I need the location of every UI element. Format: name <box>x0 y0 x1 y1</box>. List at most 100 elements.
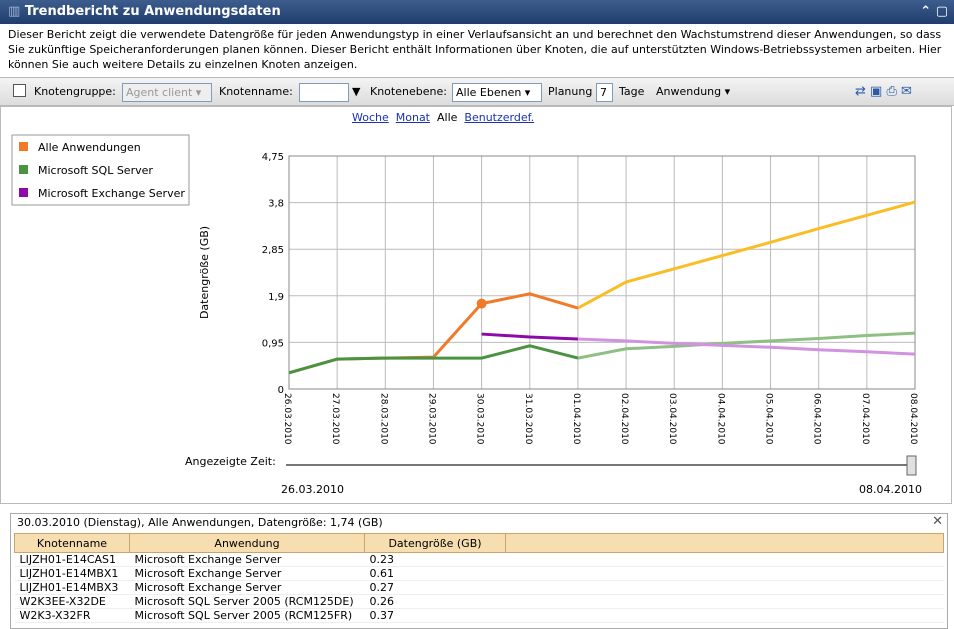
level-select[interactable]: Alle Ebenen ▾ <box>452 83 542 102</box>
slider-handle[interactable] <box>906 455 917 476</box>
table-row[interactable]: W2K3-X32FR Microsoft SQL Server 2005 (RCM… <box>14 608 944 623</box>
title-bar: ▥ Trendbericht zu Anwendungsdaten ⌃ ▢ <box>0 0 954 24</box>
chart: Angezeigte Zeit: 26.03.2010 08.04.2010 0… <box>11 134 922 496</box>
column-header[interactable]: Anwendung <box>129 533 365 553</box>
y-axis-title: Datengröße (GB) <box>198 226 211 319</box>
table-cell: 0.61 <box>364 566 506 581</box>
x-tick-label: 05.04.2010 <box>764 393 774 445</box>
legend-swatch <box>19 188 28 197</box>
legend-swatch <box>19 165 28 174</box>
days-label: Tage <box>619 85 645 98</box>
y-tick-label: 0,95 <box>262 338 284 349</box>
table-cell: LIJZH01-E14CAS1 <box>14 552 130 567</box>
table-cell: W2K3-X32FR <box>14 608 130 623</box>
y-tick-label: 0 <box>278 385 284 396</box>
table-cell: 0.27 <box>364 580 506 595</box>
x-tick-label: 02.04.2010 <box>619 393 629 445</box>
table-cell: LIJZH01-E14MBX3 <box>14 580 130 595</box>
toolbar: Knotengruppe: Agent client ▾ Knotenname:… <box>0 77 954 106</box>
series-line <box>288 344 579 375</box>
planning-label: Planung <box>548 85 593 98</box>
table-cell: 0.23 <box>364 552 506 567</box>
filler-cell <box>505 608 944 623</box>
application-menu[interactable]: Anwendung ▾ <box>656 85 731 98</box>
range-link[interactable]: Monat <box>395 111 430 124</box>
chart-panel: Woche Monat Alle Benutzerdef. Angezeigte… <box>0 106 952 504</box>
group-select[interactable]: Agent client ▾ <box>122 83 212 102</box>
application-menu-label: Anwendung <box>656 85 722 98</box>
table-cell: 0.26 <box>364 594 506 609</box>
close-button[interactable]: ✕ <box>932 514 943 529</box>
grip-icon: ▥ <box>8 4 21 19</box>
series-line <box>481 332 578 341</box>
x-tick-label: 29.03.2010 <box>426 393 436 445</box>
trend-line <box>577 331 916 360</box>
table-row[interactable]: LIJZH01-E14MBX1 Microsoft Exchange Server… <box>14 566 944 581</box>
table-cell: 0.37 <box>364 608 506 623</box>
toolbar-icons[interactable]: ⇄ ▣ ⎙ ✉ <box>855 84 912 99</box>
x-tick-label: 08.04.2010 <box>908 393 918 445</box>
node-dropdown[interactable]: ▼ <box>352 85 361 98</box>
y-tick-label: 2,85 <box>262 245 284 256</box>
x-tick-label: 04.04.2010 <box>715 393 725 445</box>
slider-label: Angezeigte Zeit: <box>185 455 276 468</box>
window-title: Trendbericht zu Anwendungsdaten <box>24 4 281 19</box>
table-cell: Microsoft SQL Server 2005 (RCM125DE) <box>129 594 365 609</box>
x-tick-label: 27.03.2010 <box>330 393 340 445</box>
x-tick-label: 28.03.2010 <box>378 393 388 445</box>
plot-border <box>288 155 916 390</box>
filler-cell <box>505 566 944 581</box>
x-tick-label: 30.03.2010 <box>475 393 485 445</box>
slider-end: 08.04.2010 <box>859 483 922 496</box>
legend-label: Microsoft Exchange Server <box>38 187 185 200</box>
legend-label: Microsoft SQL Server <box>38 164 153 177</box>
y-tick-label: 4,75 <box>262 152 284 163</box>
x-tick-label: 31.03.2010 <box>523 393 533 445</box>
table-cell: W2K3EE-X32DE <box>14 594 130 609</box>
x-tick-label: 03.04.2010 <box>667 393 677 445</box>
y-tick-label: 1,9 <box>268 292 284 303</box>
node-label: Knotenname: <box>219 85 293 98</box>
filler-cell <box>505 552 944 567</box>
group-value: Agent client <box>126 86 193 99</box>
column-filler <box>505 533 944 553</box>
group-label: Knotengruppe: <box>34 85 116 98</box>
node-input[interactable] <box>299 83 349 102</box>
description: Dieser Bericht zeigt die verwendete Date… <box>8 28 942 71</box>
window-controls[interactable]: ⌃ ▢ <box>920 4 948 19</box>
detail-panel: 30.03.2010 (Dienstag), Alle Anwendungen,… <box>10 513 948 629</box>
table-row[interactable]: LIJZH01-E14CAS1 Microsoft Exchange Server… <box>14 552 944 567</box>
table-cell: Microsoft Exchange Server <box>129 552 365 567</box>
table-cell: Microsoft Exchange Server <box>129 580 365 595</box>
x-tick-label: 07.04.2010 <box>860 393 870 445</box>
legend-label: Alle Anwendungen <box>38 141 141 154</box>
legend-box <box>11 134 190 206</box>
detail-title: 30.03.2010 (Dienstag), Alle Anwendungen,… <box>17 516 383 529</box>
slider-start: 26.03.2010 <box>281 483 344 496</box>
trend-line <box>577 200 916 310</box>
group-checkbox[interactable] <box>13 84 26 97</box>
range-link[interactable]: Woche <box>352 111 389 124</box>
legend-swatch <box>19 142 28 151</box>
x-tick-label: 26.03.2010 <box>282 393 292 445</box>
table-row[interactable]: LIJZH01-E14MBX3 Microsoft Exchange Server… <box>14 580 944 595</box>
filler-cell <box>505 580 944 595</box>
table-cell: LIJZH01-E14MBX1 <box>14 566 130 581</box>
column-header[interactable]: Knotenname <box>14 533 130 553</box>
range-link-active[interactable]: Alle <box>437 111 458 124</box>
level-value: Alle Ebenen <box>456 86 522 99</box>
table-cell: Microsoft SQL Server 2005 (RCM125FR) <box>129 608 365 623</box>
detail-table: Knotenname Anwendung Datengröße (GB) LIJZH… <box>14 533 944 623</box>
range-links: Woche Monat Alle Benutzerdef. <box>352 111 534 124</box>
table-row[interactable]: W2K3EE-X32DE Microsoft SQL Server 2005 (R… <box>14 594 944 609</box>
trend-line <box>577 337 916 356</box>
x-tick-label: 01.04.2010 <box>571 393 581 445</box>
selected-point <box>476 298 487 309</box>
planning-input[interactable]: 7 <box>596 83 613 102</box>
filler-cell <box>505 594 944 609</box>
table-cell: Microsoft Exchange Server <box>129 566 365 581</box>
x-tick-label: 06.04.2010 <box>812 393 822 445</box>
range-link[interactable]: Benutzerdef. <box>464 111 535 124</box>
column-header[interactable]: Datengröße (GB) <box>364 533 506 553</box>
